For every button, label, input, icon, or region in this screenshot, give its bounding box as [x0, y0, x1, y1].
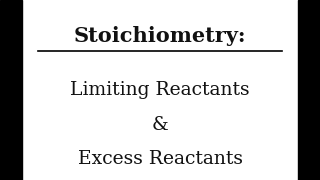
Text: &: & [152, 116, 168, 134]
Text: Excess Reactants: Excess Reactants [77, 150, 243, 168]
Bar [298, 0, 320, 180]
Text: Limiting Reactants: Limiting Reactants [70, 81, 250, 99]
Bar [0, 0, 22, 180]
Text: Stoichiometry:: Stoichiometry: [74, 26, 246, 46]
